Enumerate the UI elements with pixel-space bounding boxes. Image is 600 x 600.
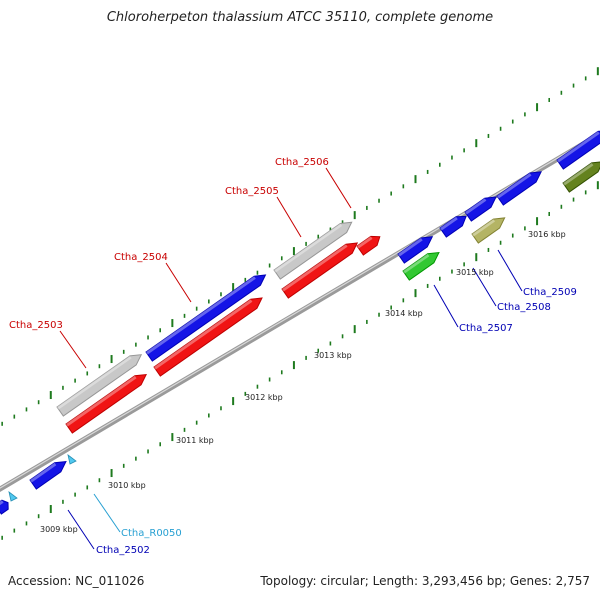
gene-label[interactable]: Ctha_R0050	[121, 528, 182, 539]
gene-blue-f[interactable]	[439, 215, 467, 238]
gene-left-edge[interactable]	[0, 499, 9, 515]
scale-label: 3013 kbp	[314, 351, 352, 360]
backbone-highlight	[0, 132, 600, 489]
gene-ctha-2505[interactable]	[273, 221, 353, 280]
label-leader-line	[472, 267, 497, 307]
label-leaders	[59, 167, 523, 550]
gene-ctha-r0050[interactable]	[67, 454, 77, 465]
gene-label[interactable]: Ctha_2507	[459, 323, 513, 334]
label-leader-line	[93, 493, 121, 533]
gene-label[interactable]: Ctha_2503	[9, 320, 63, 331]
label-leader-line	[67, 509, 95, 550]
gene-label[interactable]: Ctha_2509	[523, 287, 577, 298]
label-leader-line	[497, 249, 523, 292]
genome-title: Chloroherpeton thalassium ATCC 35110, co…	[106, 10, 494, 25]
gene-ctha-2508[interactable]	[464, 196, 497, 222]
gene-label[interactable]: Ctha_2504	[114, 252, 168, 263]
label-leader-line	[165, 262, 192, 303]
label-leader-line	[325, 167, 352, 209]
gene-right-edge[interactable]	[556, 130, 600, 170]
gene-red-b[interactable]	[153, 297, 263, 377]
gene-ctha-2509[interactable]	[471, 217, 506, 244]
gene-red-a[interactable]	[65, 373, 147, 434]
gene-ctha-2509b[interactable]	[496, 171, 542, 206]
scale-label: 3010 kbp	[108, 481, 146, 490]
genome-summary: Topology: circular; Length: 3,293,456 bp…	[260, 574, 590, 588]
scale-label: 3012 kbp	[245, 393, 283, 402]
scale-label: 3011 kbp	[176, 436, 214, 445]
gene-features	[0, 130, 600, 515]
label-leader-line	[433, 284, 459, 328]
gene-ctha-2504[interactable]	[145, 274, 267, 362]
gene-olive[interactable]	[562, 161, 600, 193]
gene-ctha-2502[interactable]	[29, 460, 67, 490]
gene-ctha-2503[interactable]	[56, 354, 143, 417]
accession-text: Accession: NC_011026	[8, 574, 145, 588]
label-leader-line	[276, 196, 302, 238]
gene-rna-left[interactable]	[8, 491, 18, 502]
gene-red-d[interactable]	[356, 235, 381, 256]
gene-blue-e[interactable]	[397, 236, 434, 264]
gene-ctha-2507[interactable]	[402, 251, 440, 281]
map-labels: Ctha_2503 Ctha_2504 Ctha_2505 Ctha_2506 Ctha…	[9, 157, 577, 556]
scale-label: 3014 kbp	[385, 309, 423, 318]
scale-label: 3016 kbp	[528, 230, 566, 239]
scale-label: 3015 kbp	[456, 268, 494, 277]
gene-label[interactable]: Ctha_2502	[96, 545, 150, 556]
gene-red-c[interactable]	[281, 242, 359, 299]
tick-marks	[1, 67, 599, 540]
gene-label[interactable]: Ctha_2505	[225, 186, 279, 197]
label-leader-line	[59, 330, 87, 369]
gene-label[interactable]: Ctha_2506	[275, 157, 329, 168]
scale-label: 3009 kbp	[40, 525, 78, 534]
gene-label[interactable]: Ctha_2508	[497, 302, 551, 313]
